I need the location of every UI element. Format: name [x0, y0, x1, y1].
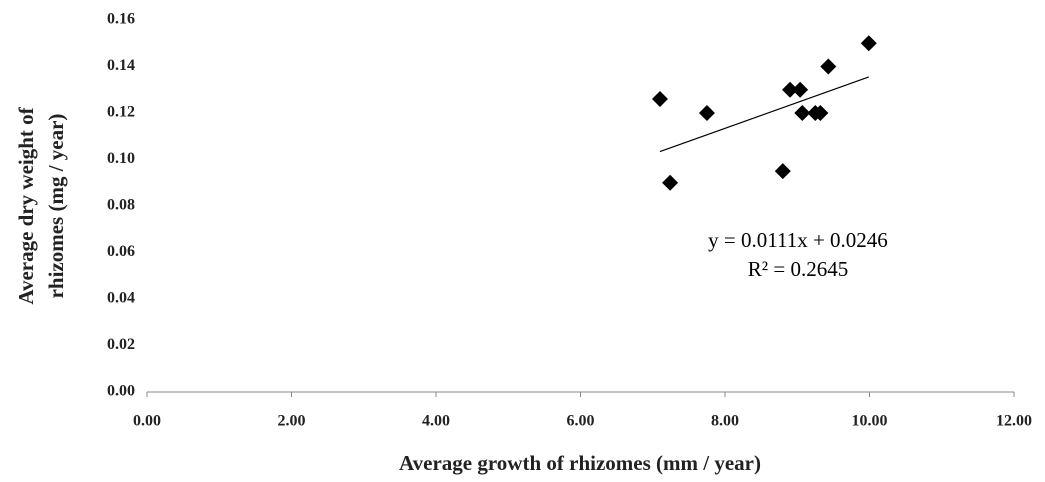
point [774, 163, 791, 180]
y-tick-label: 0.00 [107, 383, 135, 400]
y-tick-label: 0.04 [107, 290, 135, 307]
trendline-equation: y = 0.0111x + 0.0246 [708, 228, 888, 252]
point [812, 105, 829, 121]
point [792, 81, 809, 98]
x-tick-label: 4.00 [422, 413, 450, 430]
y-tick-label: 0.16 [107, 11, 135, 28]
point [662, 174, 679, 191]
x-tick-label: 6.00 [567, 413, 595, 430]
y-axis-title: rhizomes (mg / year) [44, 114, 68, 299]
y-tick-label: 0.06 [107, 243, 135, 260]
point [820, 58, 837, 75]
trendline-r2: R² = 0.2645 [748, 257, 848, 281]
x-tick-label: 8.00 [711, 413, 739, 430]
x-axis-title: Average growth of rhizomes (mm / year) [399, 451, 761, 475]
x-tick-label: 0.00 [133, 413, 161, 430]
point [782, 81, 799, 98]
point [698, 105, 715, 121]
point [651, 91, 668, 108]
x-tick-label: 10.00 [852, 413, 888, 430]
point [794, 105, 811, 121]
trendline [659, 76, 869, 153]
x-tick-label: 2.00 [278, 413, 306, 430]
y-tick-label: 0.08 [107, 197, 135, 214]
y-axis-title: Average dry weight of [14, 106, 38, 304]
y-tick-label: 0.10 [107, 150, 135, 167]
y-tick-label: 0.12 [107, 104, 135, 121]
x-tick-label: 12.00 [996, 413, 1032, 430]
point [860, 35, 877, 52]
y-tick-label: 0.14 [107, 57, 135, 74]
y-tick-label: 0.02 [107, 336, 135, 353]
